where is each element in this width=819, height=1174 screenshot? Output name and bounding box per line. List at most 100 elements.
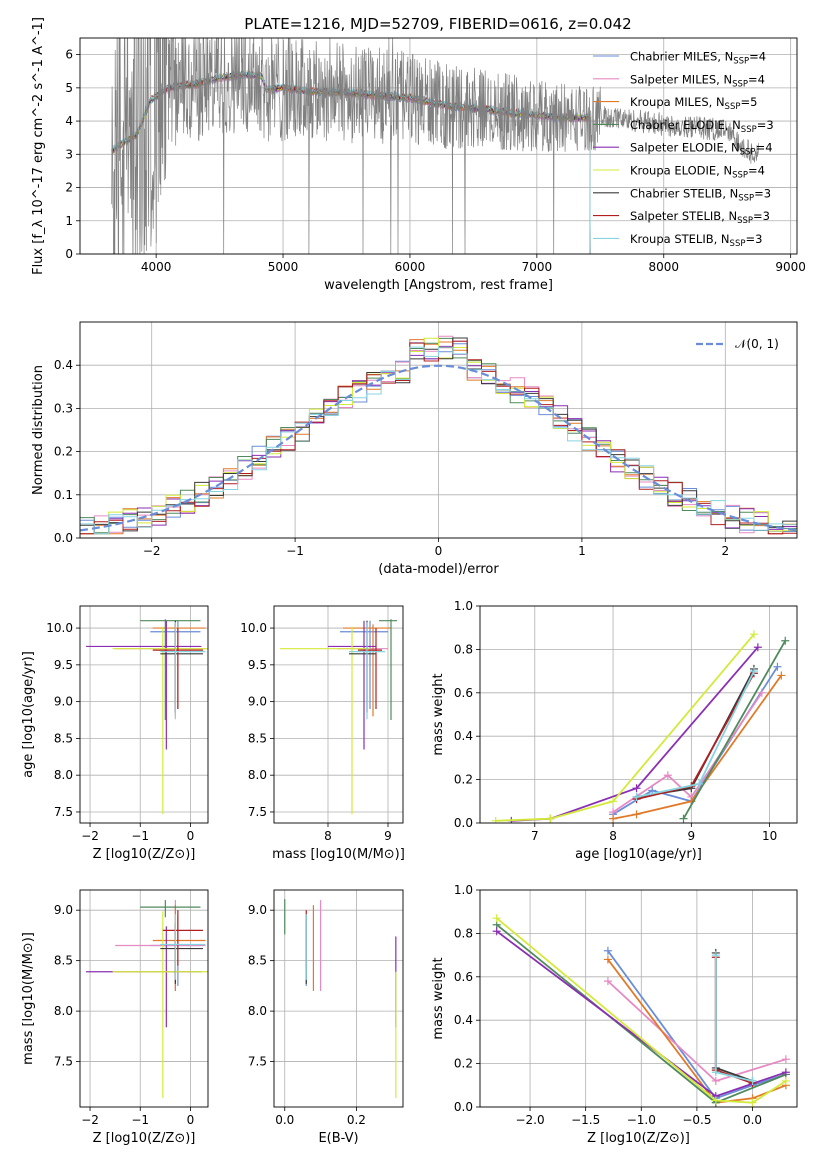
age-weight-ytick-label: 0.4 (454, 729, 473, 743)
ebv-mass-panel: 0.0 0.2 7.5 8.0 8.5 9.0 E(B-V) (248, 889, 404, 1146)
z-age-xlabel: Z [log10(Z/Z⊙)] (93, 847, 196, 862)
legend-label: Salpeter ELODIE, NSSP=4 (630, 141, 773, 158)
spectrum-ytick-label: 5 (65, 81, 73, 95)
mass-weight-point (603, 946, 612, 955)
z-weight-ticks: −2.0 −1.5 −1.0 −0.5 0.0 0.0 0.2 0.4 0.6 0.8 1.0 (454, 883, 762, 1127)
legend-subscript: SSP (737, 216, 753, 226)
mass-weight-point (781, 636, 790, 645)
ebv-mass-xlabel: E(B-V) (318, 1131, 358, 1146)
z-weight-xtick-label: −2.0 (515, 1113, 544, 1127)
mass-weight-point (781, 1076, 790, 1085)
mass-weight-point (711, 1096, 720, 1105)
residuals-xtick-label: 1 (578, 544, 586, 558)
residuals-ytick-label: 0.0 (54, 531, 73, 545)
mass-weight-point (711, 1068, 720, 1077)
mass-age-ytick-label: 9.0 (248, 695, 267, 709)
age-weight-frame (479, 605, 798, 824)
z-age-ytick-label: 9.0 (54, 695, 73, 709)
legend-count: =3 (754, 186, 771, 200)
z-age-plot-area (86, 619, 208, 815)
z-weight-ytick-label: 0.6 (454, 970, 473, 984)
spectrum-panel: 4000 5000 6000 7000 8000 9000 0 1 2 3 4 5 6 wavelengt… (31, 17, 806, 293)
spectrum-frame (79, 37, 798, 255)
mass-weight-point (753, 643, 762, 652)
spectrum-ytick-label: 0 (65, 247, 73, 261)
mass-weight-line (612, 674, 783, 820)
z-mass-xlabel: Z [log10(Z/Z⊙)] (93, 1131, 196, 1146)
z-age-ytick-label: 8.5 (54, 731, 73, 745)
figure-title: PLATE=1216, MJD=52709, FIBERID=0616, z=0… (244, 15, 631, 33)
z-weight-xlabel: Z [log10(Z/Z⊙)] (587, 1131, 690, 1146)
mass-weight-point (546, 814, 555, 823)
spectrum-ytick-label: 3 (65, 147, 73, 161)
z-mass-ytick-label: 9.0 (54, 903, 73, 917)
mass-weight-point (603, 977, 612, 986)
z-weight-xtick-label: 0.0 (743, 1113, 762, 1127)
spectrum-xtick-label: 5000 (268, 260, 299, 274)
z-mass-ytick-label: 8.5 (54, 954, 73, 968)
z-weight-ytick-label: 0.8 (454, 926, 473, 940)
mass-weight-line (607, 950, 787, 1100)
legend-count: =4 (749, 50, 766, 64)
spectrum-ytick-label: 1 (65, 214, 73, 228)
z-weight-panel: −2.0 −1.5 −1.0 −0.5 0.0 0.0 0.2 0.4 0.6 0.8 1.0 Z [… (431, 883, 798, 1146)
z-weight-ytick-label: 0.0 (454, 1100, 473, 1114)
legend-count: =3 (753, 209, 770, 223)
z-age-ytick-label: 7.5 (54, 805, 73, 819)
mass-age-panel: 8 9 7.5 8.0 8.5 9.0 9.5 10.0 mass [log10(M/M⊙)] (240, 605, 405, 862)
panels: 4000 5000 6000 7000 8000 90000123456wavelengt… (21, 17, 806, 1146)
spectrum-xlabel: wavelength [Angstrom, rest frame] (324, 278, 553, 293)
mass-age-ytick-label: 10.0 (240, 621, 267, 635)
mass-weight-line (495, 633, 755, 822)
residuals-legend: 𝒩(0, 1) (696, 337, 779, 351)
mass-weight-point (777, 671, 786, 680)
mass-weight-point (609, 814, 618, 823)
mass-weight-point (491, 816, 500, 823)
legend-label: Salpeter STELIB, NSSP=3 (630, 209, 770, 226)
residuals-ticks: −2 −1 0 1 2 0.0 0.1 0.2 0.3 0.4 (54, 358, 729, 558)
age-weight-xtick-label: 10 (762, 829, 777, 843)
spectrum-xtick-label: 9000 (775, 260, 806, 274)
z-weight-ylabel: mass weight (431, 957, 446, 1039)
residuals-ytick-label: 0.2 (54, 445, 73, 459)
z-weight-ytick-label: 0.4 (454, 1013, 473, 1027)
mass-weight-point (749, 630, 758, 639)
spectrum-ylabel: Flux [f_λ 10^-17 erg cm^-2 s^-1 A^-1] (31, 17, 46, 275)
legend-count: =5 (740, 95, 757, 109)
legend-label: Chabrier ELODIE, NSSP=3 (630, 118, 774, 135)
ebv-mass-frame (273, 889, 404, 1108)
age-weight-ytick-label: 0.2 (454, 773, 473, 787)
mass-age-ytick-label: 9.5 (248, 658, 267, 672)
ebv-mass-ytick-label: 8.0 (248, 1004, 267, 1018)
legend-label: Kroupa MILES, NSSP=5 (630, 95, 757, 112)
residuals-plot-area (80, 335, 797, 535)
mass-age-plot-area (280, 619, 397, 815)
observed-spectrum-line (111, 38, 760, 254)
spectrum-legend: Chabrier MILES, NSSP=4 Salpeter MILES, NS… (593, 50, 774, 249)
legend-count: =4 (756, 141, 773, 155)
age-weight-xtick-label: 9 (688, 829, 696, 843)
residuals-ytick-label: 0.3 (54, 401, 73, 415)
age-weight-ytick-label: 0.8 (454, 642, 473, 656)
z-age-xtick-label: −2 (81, 829, 99, 843)
legend-label: Chabrier MILES, NSSP=4 (630, 50, 766, 67)
spectrum-ticks: 4000 5000 6000 7000 8000 9000 0 1 2 3 4 5 6 (65, 48, 806, 274)
z-weight-xtick-label: −1.0 (627, 1113, 656, 1127)
ebv-mass-ticks: 0.0 0.2 7.5 8.0 8.5 9.0 (248, 903, 366, 1127)
age-weight-plot-area (491, 630, 790, 823)
residuals-xtick-label: −2 (143, 544, 161, 558)
gaussian-curve (80, 364, 797, 532)
mass-weight-point (711, 1076, 720, 1085)
age-weight-ytick-label: 0.0 (454, 816, 473, 830)
z-age-grid (80, 606, 208, 823)
ebv-mass-grid (274, 890, 403, 1107)
legend-count: =4 (748, 164, 765, 178)
legend-label: Kroupa STELIB, NSSP=3 (630, 232, 762, 249)
legend-label: Chabrier STELIB, NSSP=3 (630, 186, 771, 203)
legend-subscript: SSP (733, 57, 749, 67)
mass-weight-line (682, 640, 787, 820)
z-mass-xtick-label: −2 (81, 1113, 99, 1127)
age-weight-xtick-label: 8 (609, 829, 617, 843)
legend-subscript: SSP (732, 171, 748, 181)
mass-weight-point (632, 810, 641, 819)
